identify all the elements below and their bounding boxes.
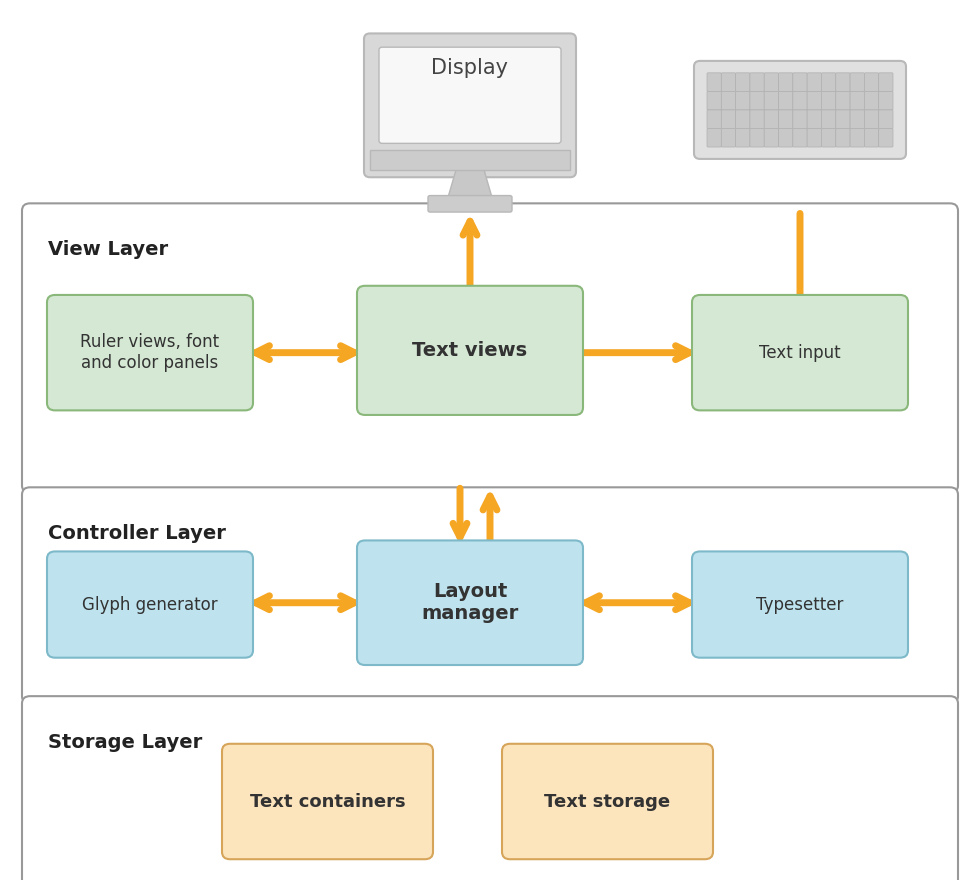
Polygon shape	[448, 170, 492, 197]
FancyBboxPatch shape	[357, 286, 583, 415]
FancyBboxPatch shape	[779, 110, 793, 128]
FancyBboxPatch shape	[707, 92, 721, 110]
FancyBboxPatch shape	[750, 92, 764, 110]
FancyBboxPatch shape	[428, 195, 512, 212]
FancyBboxPatch shape	[364, 33, 576, 177]
FancyBboxPatch shape	[456, 170, 484, 197]
FancyBboxPatch shape	[835, 73, 850, 92]
FancyBboxPatch shape	[865, 92, 878, 110]
FancyBboxPatch shape	[764, 110, 779, 128]
FancyBboxPatch shape	[793, 73, 807, 92]
FancyBboxPatch shape	[850, 128, 865, 147]
FancyBboxPatch shape	[721, 92, 736, 110]
FancyBboxPatch shape	[222, 744, 433, 859]
FancyBboxPatch shape	[793, 92, 807, 110]
FancyBboxPatch shape	[865, 110, 878, 128]
FancyBboxPatch shape	[370, 150, 570, 170]
FancyBboxPatch shape	[721, 110, 736, 128]
Text: Storage Layer: Storage Layer	[48, 733, 202, 752]
FancyBboxPatch shape	[22, 203, 958, 493]
FancyBboxPatch shape	[750, 110, 764, 128]
FancyBboxPatch shape	[707, 73, 721, 92]
FancyBboxPatch shape	[807, 73, 822, 92]
FancyBboxPatch shape	[835, 128, 850, 147]
FancyBboxPatch shape	[736, 92, 750, 110]
Text: Display: Display	[432, 57, 508, 77]
FancyBboxPatch shape	[779, 92, 793, 110]
FancyBboxPatch shape	[878, 92, 893, 110]
Text: Text containers: Text containers	[250, 793, 405, 810]
FancyBboxPatch shape	[692, 552, 908, 657]
FancyBboxPatch shape	[807, 128, 822, 147]
FancyBboxPatch shape	[822, 110, 835, 128]
FancyBboxPatch shape	[692, 295, 908, 410]
FancyBboxPatch shape	[878, 128, 893, 147]
FancyBboxPatch shape	[822, 128, 835, 147]
FancyBboxPatch shape	[736, 110, 750, 128]
FancyBboxPatch shape	[707, 110, 721, 128]
FancyBboxPatch shape	[878, 110, 893, 128]
FancyBboxPatch shape	[357, 540, 583, 665]
Text: Typesetter: Typesetter	[756, 596, 844, 613]
FancyBboxPatch shape	[822, 92, 835, 110]
FancyBboxPatch shape	[22, 488, 958, 703]
FancyBboxPatch shape	[47, 295, 253, 410]
FancyBboxPatch shape	[793, 128, 807, 147]
FancyBboxPatch shape	[850, 73, 865, 92]
FancyBboxPatch shape	[793, 110, 807, 128]
FancyBboxPatch shape	[850, 92, 865, 110]
FancyBboxPatch shape	[835, 110, 850, 128]
FancyBboxPatch shape	[822, 73, 835, 92]
FancyBboxPatch shape	[850, 110, 865, 128]
FancyBboxPatch shape	[764, 128, 779, 147]
FancyBboxPatch shape	[750, 73, 764, 92]
FancyBboxPatch shape	[779, 73, 793, 92]
FancyBboxPatch shape	[694, 61, 906, 159]
FancyBboxPatch shape	[721, 128, 736, 147]
Text: Controller Layer: Controller Layer	[48, 524, 226, 543]
FancyBboxPatch shape	[736, 73, 750, 92]
FancyBboxPatch shape	[47, 552, 253, 657]
FancyBboxPatch shape	[721, 73, 736, 92]
FancyBboxPatch shape	[835, 92, 850, 110]
FancyBboxPatch shape	[865, 73, 878, 92]
FancyBboxPatch shape	[502, 744, 713, 859]
FancyBboxPatch shape	[764, 73, 779, 92]
FancyBboxPatch shape	[878, 73, 893, 92]
FancyBboxPatch shape	[22, 696, 958, 880]
FancyBboxPatch shape	[379, 48, 561, 143]
Text: Text storage: Text storage	[544, 793, 670, 810]
FancyBboxPatch shape	[807, 92, 822, 110]
FancyBboxPatch shape	[736, 128, 750, 147]
Text: Text views: Text views	[412, 341, 528, 360]
Text: Ruler views, font
and color panels: Ruler views, font and color panels	[80, 334, 220, 372]
Text: View Layer: View Layer	[48, 240, 168, 259]
Text: Text input: Text input	[759, 344, 841, 362]
FancyBboxPatch shape	[779, 128, 793, 147]
FancyBboxPatch shape	[865, 128, 878, 147]
FancyBboxPatch shape	[707, 128, 721, 147]
Text: Layout
manager: Layout manager	[421, 583, 519, 623]
FancyBboxPatch shape	[750, 128, 764, 147]
FancyBboxPatch shape	[807, 110, 822, 128]
FancyBboxPatch shape	[764, 92, 779, 110]
Text: Glyph generator: Glyph generator	[82, 596, 218, 613]
